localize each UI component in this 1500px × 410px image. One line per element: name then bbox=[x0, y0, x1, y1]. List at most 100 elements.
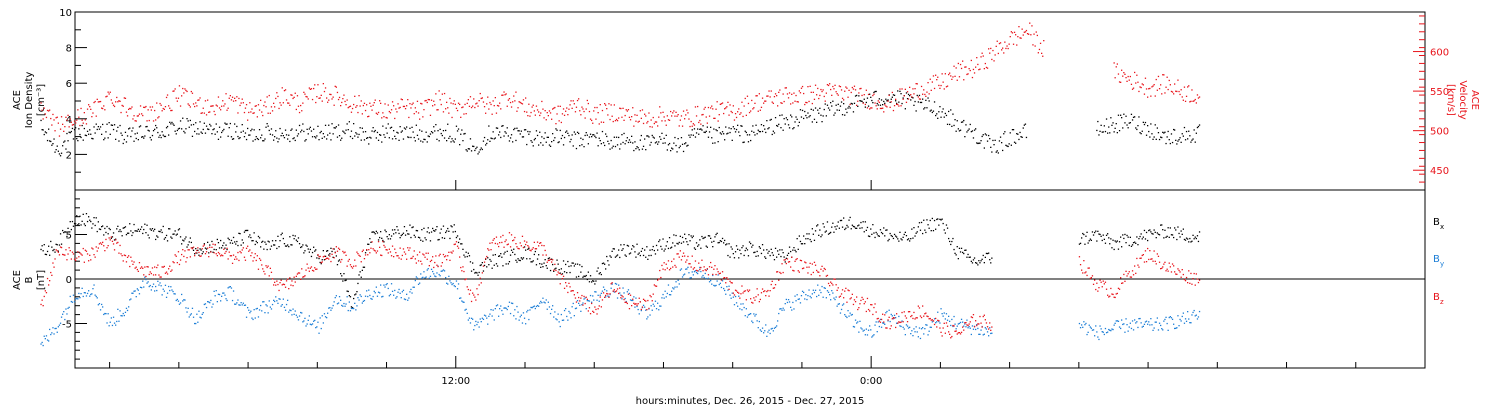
point-velocity bbox=[1123, 72, 1125, 74]
point-bx bbox=[560, 268, 562, 270]
point-bz bbox=[525, 243, 527, 246]
point-velocity bbox=[793, 92, 795, 94]
point-velocity bbox=[806, 102, 808, 104]
point-ion-density bbox=[661, 132, 663, 134]
point-velocity bbox=[531, 106, 533, 108]
point-bz bbox=[43, 295, 45, 298]
point-bz bbox=[185, 261, 187, 263]
point-by bbox=[79, 297, 81, 299]
point-bx bbox=[797, 248, 799, 250]
point-by bbox=[175, 299, 177, 302]
point-bz bbox=[584, 302, 586, 305]
point-velocity bbox=[41, 109, 43, 111]
point-velocity bbox=[1174, 83, 1176, 85]
point-ion-density bbox=[53, 138, 55, 140]
point-bx bbox=[222, 244, 224, 247]
point-bx bbox=[680, 242, 683, 244]
point-bx bbox=[54, 251, 56, 253]
point-bz bbox=[144, 266, 146, 268]
point-bz bbox=[623, 298, 625, 301]
point-ion-density bbox=[1005, 144, 1007, 146]
point-velocity bbox=[620, 107, 622, 110]
point-ion-density bbox=[841, 114, 844, 116]
point-bx bbox=[439, 232, 441, 234]
point-bx bbox=[473, 268, 475, 271]
point-velocity bbox=[540, 112, 542, 114]
point-bz bbox=[846, 301, 848, 303]
point-velocity bbox=[888, 94, 890, 96]
point-ion-density bbox=[972, 137, 975, 139]
point-bz bbox=[819, 275, 821, 277]
point-bx bbox=[581, 265, 583, 268]
point-by bbox=[349, 310, 352, 312]
point-bz bbox=[340, 261, 342, 263]
point-velocity bbox=[720, 103, 723, 105]
point-velocity bbox=[588, 110, 591, 113]
point-by bbox=[1102, 331, 1104, 333]
point-ion-density bbox=[125, 141, 128, 143]
point-bz bbox=[939, 327, 941, 329]
point-bz bbox=[159, 276, 161, 278]
point-bx bbox=[1185, 237, 1188, 239]
point-bz bbox=[440, 265, 442, 267]
point-ion-density bbox=[62, 145, 64, 147]
point-ion-density bbox=[284, 129, 287, 131]
point-velocity bbox=[639, 110, 641, 112]
point-by bbox=[382, 295, 384, 298]
point-bz bbox=[329, 255, 331, 257]
point-by bbox=[627, 289, 630, 291]
point-by bbox=[280, 305, 282, 307]
point-velocity bbox=[279, 102, 281, 104]
point-bx bbox=[198, 254, 200, 256]
point-ion-density bbox=[759, 131, 761, 133]
point-by bbox=[705, 277, 707, 280]
point-ion-density bbox=[878, 98, 880, 100]
point-by bbox=[304, 317, 306, 319]
point-bz bbox=[451, 252, 453, 254]
point-ion-density bbox=[1151, 133, 1153, 135]
point-bz bbox=[545, 254, 547, 256]
point-velocity bbox=[462, 106, 464, 108]
legend-bz-sub: z bbox=[1440, 298, 1444, 306]
point-by bbox=[905, 324, 908, 326]
point-velocity bbox=[563, 114, 566, 116]
point-ion-density bbox=[1174, 129, 1176, 131]
point-bx bbox=[149, 228, 151, 230]
point-bx bbox=[150, 229, 152, 231]
point-ion-density bbox=[1148, 130, 1150, 133]
point-by bbox=[264, 312, 266, 314]
point-velocity bbox=[478, 100, 480, 102]
point-bx bbox=[869, 235, 871, 238]
point-bz bbox=[50, 271, 52, 274]
point-by bbox=[1171, 318, 1174, 320]
point-bz bbox=[844, 290, 846, 292]
point-ion-density bbox=[875, 90, 877, 93]
point-by bbox=[166, 292, 169, 294]
point-bz bbox=[99, 242, 102, 244]
point-ion-density bbox=[164, 135, 167, 138]
point-bz bbox=[888, 316, 890, 318]
point-by bbox=[804, 298, 806, 300]
point-ion-density bbox=[757, 129, 759, 131]
point-bz bbox=[124, 254, 127, 257]
point-bx bbox=[68, 231, 70, 233]
point-bz bbox=[195, 252, 197, 254]
point-by bbox=[519, 316, 521, 318]
point-velocity bbox=[857, 100, 859, 102]
point-ion-density bbox=[416, 134, 419, 136]
point-bz bbox=[585, 296, 587, 298]
point-ion-density bbox=[1175, 139, 1177, 141]
point-bz bbox=[275, 284, 277, 286]
point-bz bbox=[186, 257, 188, 259]
point-by bbox=[1184, 318, 1187, 320]
point-ion-density bbox=[228, 127, 230, 129]
point-bx bbox=[725, 244, 727, 246]
point-ion-density bbox=[926, 107, 928, 109]
point-velocity bbox=[1161, 93, 1163, 95]
point-by bbox=[1154, 321, 1156, 323]
point-bz bbox=[148, 273, 150, 276]
point-bx bbox=[1094, 231, 1096, 234]
point-bx bbox=[925, 231, 927, 234]
point-by bbox=[369, 294, 371, 297]
point-ion-density bbox=[695, 132, 698, 134]
